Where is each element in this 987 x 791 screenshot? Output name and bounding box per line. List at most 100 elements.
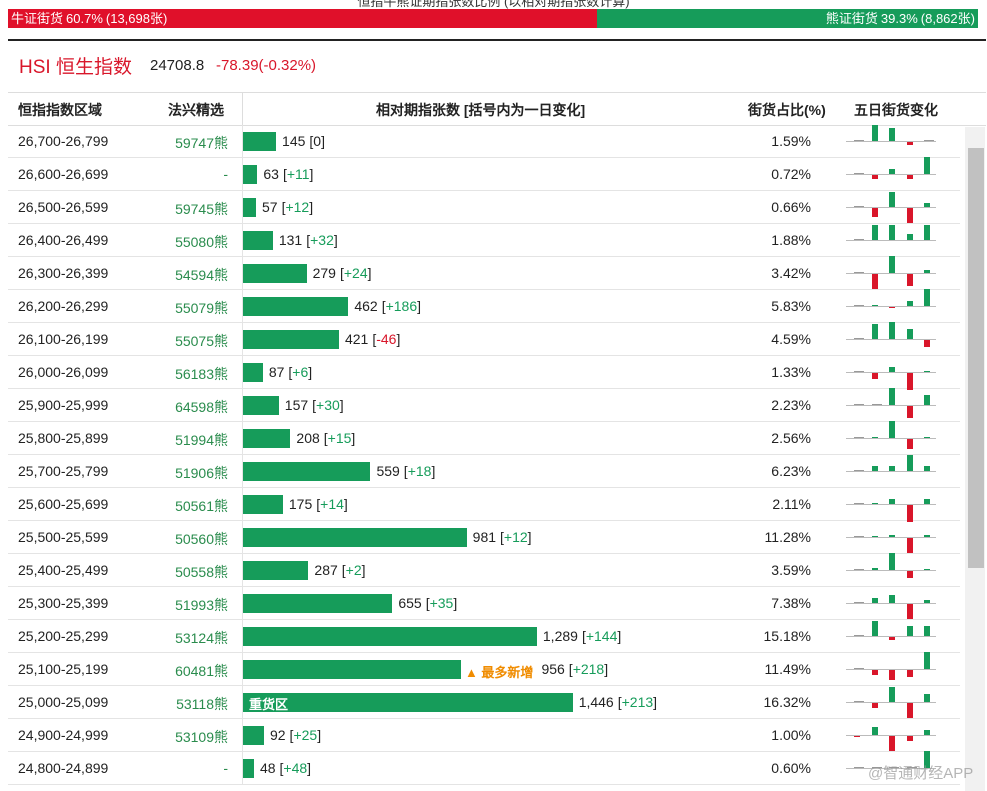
change: [+25] (289, 727, 322, 743)
change-value: +18 (407, 463, 432, 479)
count: 421 (344, 331, 369, 347)
pick: 50558熊 (175, 564, 228, 580)
mini-bar (889, 687, 895, 702)
count-bar: 重货区 (243, 693, 573, 712)
change-value: +12 (285, 199, 310, 215)
col-sep (242, 257, 243, 289)
count-bar (243, 660, 461, 679)
mini-bar (871, 437, 878, 438)
change-value: +186 (385, 298, 418, 314)
mini-axis (846, 669, 936, 670)
count-bar (243, 198, 256, 217)
range: 26,500-26,599 (18, 199, 109, 215)
share: 5.83% (771, 298, 811, 314)
scroll-thumb[interactable] (968, 148, 984, 568)
mini-bar (889, 169, 895, 174)
mini-bar (924, 600, 930, 603)
mini-bar (906, 703, 913, 718)
change-value: +6 (292, 364, 309, 380)
mini-bar (854, 239, 864, 240)
column-header: 五日街货变化 (854, 102, 938, 118)
col-sep (242, 455, 243, 487)
pick: - (223, 166, 228, 182)
change: [+35] (425, 595, 458, 611)
pick: 56183熊 (175, 366, 228, 382)
mini-bar (889, 192, 895, 207)
index-change: -78.39(-0.32%) (216, 57, 317, 74)
mini-bar (924, 340, 930, 347)
mini-bar (924, 225, 930, 240)
col-sep (242, 356, 243, 388)
range: 26,000-26,099 (18, 364, 109, 380)
mini-bar (906, 208, 913, 223)
range: 26,600-26,699 (18, 166, 109, 182)
change-value: +24 (343, 265, 368, 281)
annotation: ▲ 最多新增 (464, 665, 534, 680)
share: 11.49% (764, 661, 811, 677)
mini-bar (854, 404, 864, 405)
mini-axis (846, 471, 936, 472)
table-row: 25,000-25,099 53118熊 重货区 1,446 [+213] 16.32% (8, 686, 960, 719)
range: 25,400-25,499 (18, 562, 109, 578)
col-sep (242, 191, 243, 223)
change: [+11] (282, 166, 314, 182)
count-bar (243, 528, 467, 547)
range: 24,800-24,899 (18, 760, 109, 776)
change: [+144] (581, 628, 622, 644)
count: 87 (268, 364, 285, 380)
mini-bar (889, 256, 895, 273)
mini-bar (889, 767, 899, 768)
mini-bar (906, 505, 913, 522)
col-sep (242, 653, 243, 685)
mini-bar (854, 767, 864, 768)
mini-bar (871, 466, 878, 471)
mini-axis (846, 207, 936, 208)
count-bar (243, 363, 263, 382)
change-value: +15 (327, 430, 352, 446)
mini-bar (871, 536, 878, 537)
mini-bar (871, 305, 878, 306)
mini-bar (906, 626, 913, 636)
table-row: 26,200-26,299 55079熊 462 [+186] 5.83% (8, 289, 960, 323)
mini-bar (924, 652, 930, 669)
mini-axis (846, 768, 936, 769)
top-title: 恒指牛熊证期指张数比例 (以相对期指张数计算) (357, 0, 630, 9)
change-value: +14 (320, 496, 344, 512)
change-value: +12 (503, 529, 528, 545)
mini-axis (846, 570, 936, 571)
count: 175 (288, 496, 313, 512)
mini-bar (889, 553, 895, 570)
change: [+15] (323, 430, 356, 446)
col-sep (242, 488, 243, 520)
table-row: 26,100-26,199 55075熊 421 [-46] 4.59% (8, 322, 960, 356)
range: 25,300-25,399 (18, 595, 109, 611)
table-row: 25,800-25,899 51994熊 208 [+15] 2.56% (8, 421, 960, 455)
mini-axis (846, 306, 936, 307)
change-value: +25 (293, 727, 318, 743)
mini-bar (854, 602, 864, 603)
share: 1.33% (771, 364, 811, 380)
count-bar (243, 297, 349, 316)
mini-bar (871, 125, 878, 141)
range: 26,300-26,399 (18, 265, 109, 281)
change-value: +35 (429, 595, 454, 611)
col-sep (242, 224, 243, 256)
mini-axis (846, 504, 936, 505)
mini-bar (854, 569, 864, 570)
mini-bar (906, 274, 913, 286)
change: [0] (309, 133, 325, 149)
pick: 55079熊 (175, 300, 228, 316)
mini-bar (871, 568, 878, 570)
col-sep (242, 158, 243, 190)
mini-bar (889, 322, 895, 339)
col-sep (242, 323, 243, 355)
mini-bar (906, 175, 913, 179)
pick: 51994熊 (175, 432, 228, 448)
mini-axis (846, 405, 936, 406)
mini-bar (854, 173, 864, 174)
range: 25,800-25,899 (18, 430, 109, 446)
count-bar (243, 165, 258, 184)
count-bar (243, 231, 273, 250)
count: 157 (284, 397, 309, 413)
range: 25,700-25,799 (18, 463, 109, 479)
